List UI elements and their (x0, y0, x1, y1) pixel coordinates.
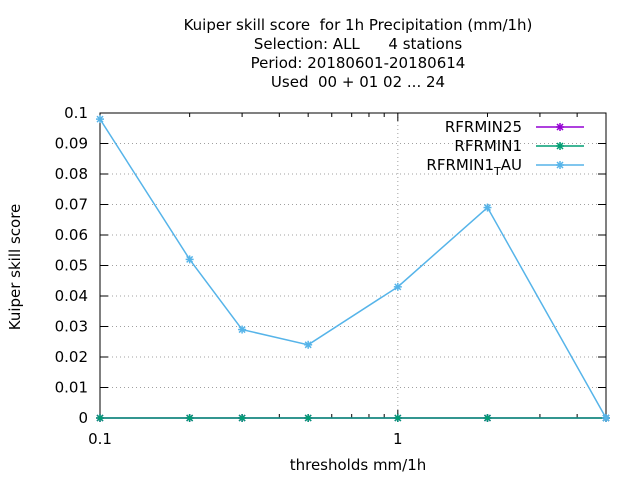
x-tick-label: 1 (393, 430, 403, 448)
legend-entry: RFRMIN1 (454, 137, 584, 155)
data-point (238, 414, 247, 422)
title-line-3: Period: 20180601-20180614 (250, 54, 466, 72)
legend-entry: RFRMIN25 (445, 118, 584, 136)
legend-marker (556, 142, 564, 150)
chart-title: Kuiper skill score for 1h Precipitation … (0, 16, 640, 92)
y-tick-label: 0.08 (55, 165, 88, 183)
data-point (238, 325, 247, 334)
data-point (483, 414, 492, 422)
x-tick-label: 0.1 (88, 430, 112, 448)
grid (99, 112, 606, 419)
y-tick-label: 0.09 (55, 135, 88, 153)
title-line-1: Kuiper skill score for 1h Precipitation … (183, 16, 533, 34)
data-point (96, 115, 104, 124)
data-point (185, 255, 194, 264)
data-point (304, 414, 313, 422)
y-tick-label: 0.03 (55, 318, 88, 336)
data-point (393, 414, 402, 422)
title-line-2: Selection: ALL 4 stations (253, 35, 463, 53)
data-point (602, 414, 610, 422)
y-tick-label: 0.1 (64, 104, 88, 122)
series-line-rfrmin1_tau (99, 118, 607, 419)
data-point (185, 414, 194, 422)
x-axis-label: thresholds mm/1h (290, 456, 427, 474)
data-point (96, 414, 104, 422)
y-tick-label: 0.02 (55, 348, 88, 366)
data-point (304, 340, 313, 349)
title-line-4: Used 00 + 01 02 ... 24 (270, 73, 446, 91)
legend-marker (556, 123, 564, 131)
y-tick-label: 0.04 (55, 287, 88, 305)
legend-entry: RFRMIN1TAU (426, 156, 584, 178)
axes: 0 0.01 0.02 0.03 0.04 0.05 0.06 0.07 0.08 0.09 0.1… (55, 104, 607, 448)
data-point (483, 203, 492, 212)
legend-marker (556, 161, 564, 169)
y-tick-label: 0.06 (55, 226, 88, 244)
legend-label: RFRMIN25 (445, 118, 522, 136)
y-tick-label: 0.07 (55, 196, 88, 214)
series-layer (96, 115, 610, 422)
legend-label: RFRMIN1 (454, 137, 522, 155)
legend-label: RFRMIN1TAU (426, 156, 522, 178)
y-axis-label: Kuiper skill score (6, 204, 24, 331)
data-point (393, 282, 402, 291)
y-tick-label: 0.05 (55, 257, 88, 275)
y-tick-label: 0.01 (55, 379, 88, 397)
y-tick-label: 0 (78, 409, 88, 427)
